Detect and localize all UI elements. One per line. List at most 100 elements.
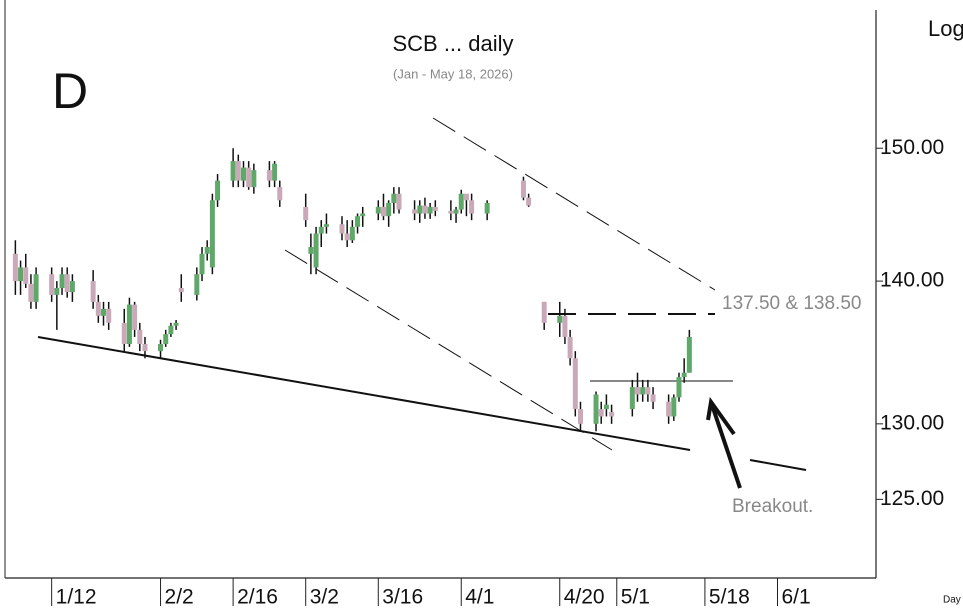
- x-tick-label: 5/1: [621, 586, 650, 609]
- candle-body: [391, 193, 397, 203]
- x-tick-label: 3/2: [310, 586, 339, 609]
- candle-body: [671, 397, 677, 417]
- candle-body: [557, 315, 563, 323]
- candle-body: [90, 281, 96, 302]
- candle-body: [686, 336, 692, 373]
- candle-body: [349, 226, 355, 241]
- candle-body: [235, 161, 241, 181]
- candle-body: [33, 274, 39, 302]
- candle-body: [246, 167, 252, 188]
- candle-body: [417, 205, 423, 214]
- candle-body: [18, 267, 24, 282]
- x-tick-label: 2/2: [165, 586, 194, 609]
- arrow-shaft: [709, 401, 742, 489]
- support-extension: [749, 459, 807, 471]
- candle-body: [251, 170, 257, 188]
- candle-body: [126, 304, 132, 345]
- candle-body: [199, 253, 205, 275]
- x-tick-label: 2/16: [237, 586, 278, 609]
- candle-body: [163, 334, 169, 345]
- candle-body: [95, 301, 101, 316]
- candle-body: [142, 344, 148, 352]
- candle-body: [313, 233, 319, 268]
- channel-bottom: [284, 249, 613, 451]
- candle-body: [23, 267, 29, 284]
- candle-body: [609, 412, 615, 417]
- channel-top: [432, 117, 716, 291]
- candle-body: [593, 394, 599, 424]
- candle-body: [59, 274, 65, 288]
- period-label: Day: [943, 595, 961, 606]
- candle-body: [339, 224, 345, 234]
- x-tick-label: 4/20: [564, 586, 605, 609]
- candle-body: [69, 281, 75, 293]
- candle-body: [422, 205, 428, 214]
- candle-body: [215, 180, 221, 201]
- candle-body: [168, 325, 174, 335]
- candle-body: [598, 409, 604, 417]
- candle-body: [209, 200, 215, 268]
- candle-body: [681, 372, 687, 378]
- candle-body: [603, 404, 609, 410]
- candle-body: [396, 193, 402, 210]
- candle-body: [230, 161, 236, 181]
- candle-body: [272, 163, 278, 181]
- candle-body: [101, 308, 107, 316]
- candle-body: [49, 274, 55, 295]
- scale-label: Log: [928, 16, 963, 41]
- candle-body: [308, 247, 314, 254]
- candle-body: [427, 206, 433, 214]
- y-tick-label: 130.00: [880, 411, 944, 434]
- x-tick-label: 5/18: [709, 586, 750, 609]
- candle-body: [303, 206, 309, 221]
- candle-body: [54, 287, 60, 295]
- annotation: Breakout.: [732, 496, 813, 517]
- candle-body: [463, 193, 469, 201]
- candle-body: [412, 209, 418, 214]
- candle-body: [64, 274, 70, 293]
- candle-body: [194, 274, 200, 295]
- candle-body: [484, 202, 490, 214]
- candle-body: [650, 394, 656, 402]
- chart-title: SCB ... daily: [392, 31, 513, 56]
- candle-body: [266, 170, 272, 181]
- candle-body: [386, 202, 392, 217]
- candle-body: [520, 180, 526, 198]
- candle-body: [12, 253, 18, 282]
- arrow-head: [706, 396, 736, 436]
- candle-body: [453, 209, 459, 214]
- candle-body: [28, 283, 34, 302]
- annotation: 137.50 & 138.50: [722, 293, 861, 314]
- candle-body: [526, 197, 532, 206]
- panel-label: D: [52, 63, 88, 119]
- support-line: [37, 336, 691, 451]
- candle-body: [666, 401, 672, 417]
- candle-body: [240, 167, 246, 181]
- candle-body: [132, 304, 138, 330]
- chart-subtitle: (Jan - May 18, 2026): [393, 66, 513, 81]
- candle-body: [541, 301, 547, 323]
- candle-body: [380, 206, 386, 217]
- candle-body: [277, 187, 283, 201]
- candle-body: [344, 233, 350, 241]
- candle-body: [577, 409, 583, 424]
- candle-body: [567, 336, 573, 359]
- candle-body: [629, 387, 635, 410]
- candle-body: [572, 358, 578, 410]
- candle-body: [448, 210, 454, 214]
- candle-body: [375, 206, 381, 214]
- candle-body: [640, 387, 646, 395]
- candle-body: [645, 387, 651, 395]
- candle-body: [204, 247, 210, 254]
- candle-body: [178, 287, 184, 293]
- candle-body: [318, 226, 324, 234]
- candle-body: [458, 193, 464, 210]
- candle-body: [173, 322, 179, 326]
- y-tick-label: 150.00: [880, 136, 944, 159]
- x-tick-label: 1/12: [56, 586, 97, 609]
- candle-body: [106, 308, 112, 323]
- x-tick-label: 4/1: [465, 586, 494, 609]
- y-tick-label: 125.00: [880, 487, 944, 510]
- candle-body: [562, 315, 568, 337]
- trendlines: [37, 117, 807, 489]
